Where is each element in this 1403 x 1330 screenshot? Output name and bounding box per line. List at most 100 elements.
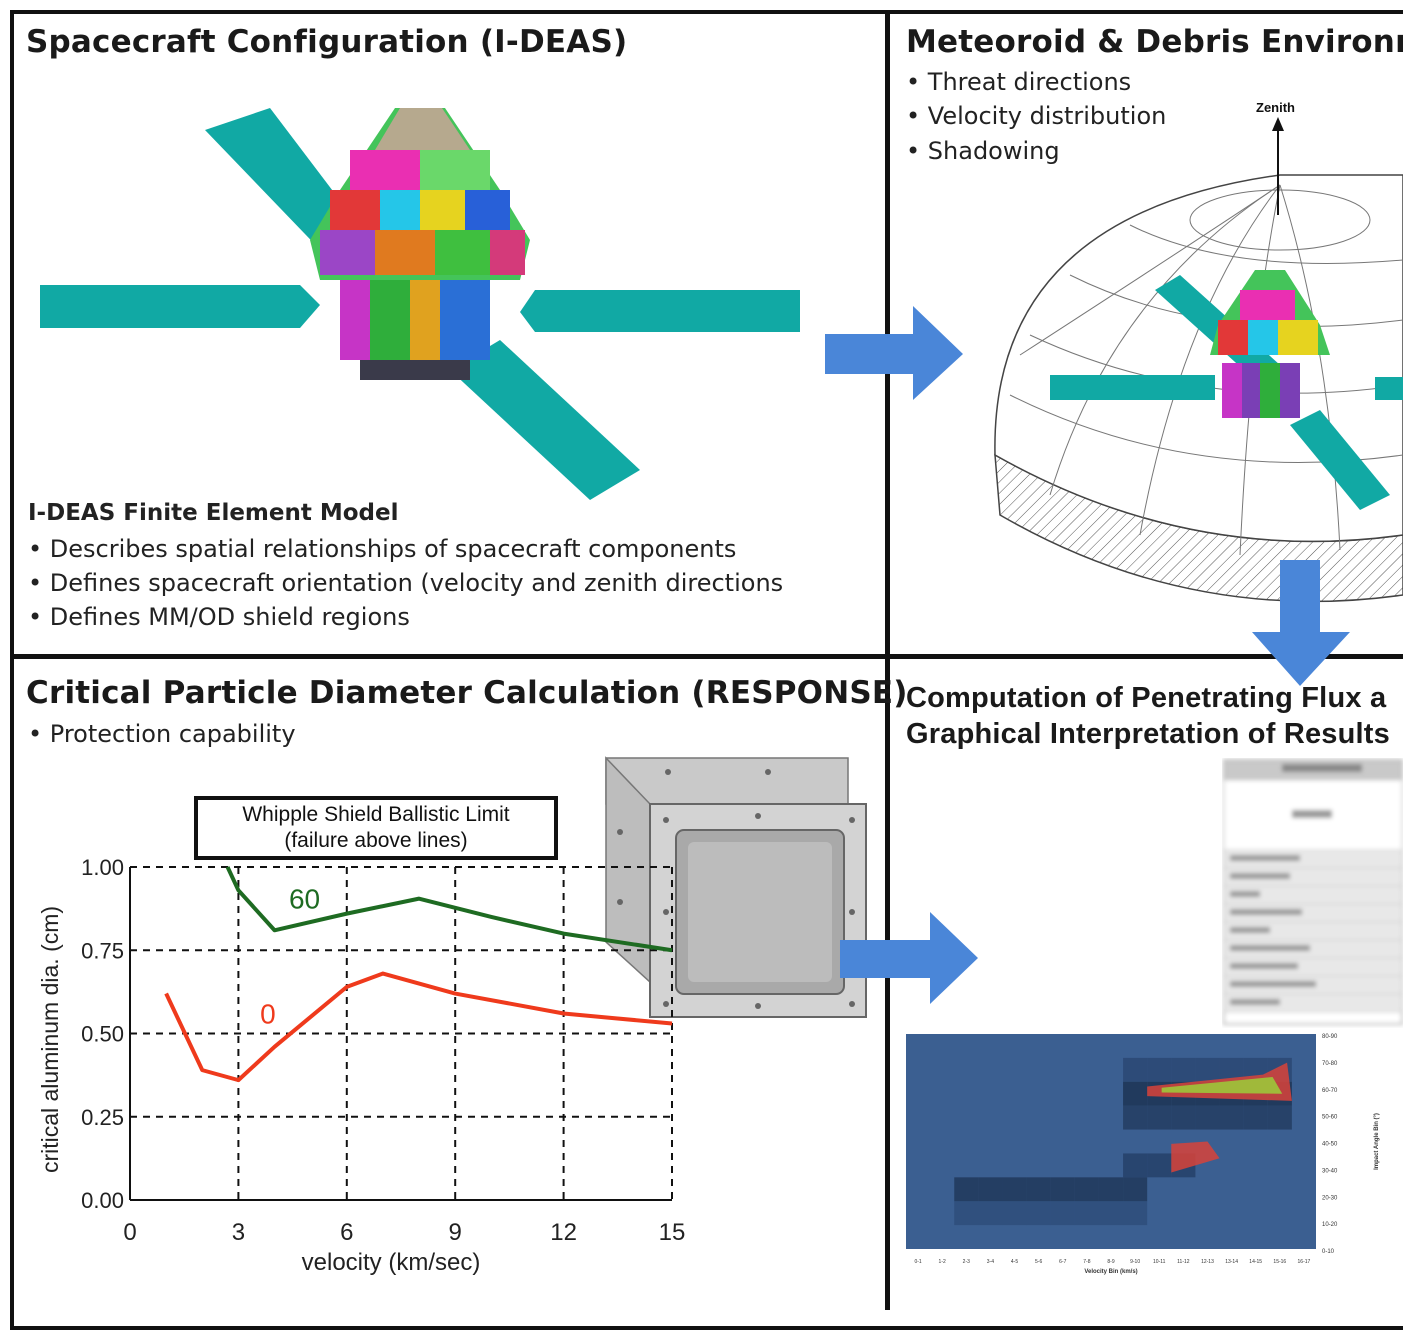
heatmap-x-label: 6-7 — [1059, 1259, 1066, 1265]
heatmap-x-label: 4-5 — [1011, 1259, 1018, 1265]
model-heading: I-DEAS Finite Element Model — [28, 500, 399, 526]
series-label-0: 0 — [260, 999, 276, 1030]
series-line-60 — [225, 866, 673, 953]
heatmap-y-title: Impact Angle Bin (°) — [1374, 1113, 1380, 1170]
heatmap-cell — [1171, 1105, 1196, 1130]
environment-bullet-3: • Shadowing — [906, 137, 1060, 165]
heatmap-y-label: 80-90 — [1322, 1034, 1338, 1040]
heatmap-x-label: 10-11 — [1153, 1259, 1166, 1265]
results-table-figure — [1223, 759, 1403, 1025]
y-axis-title: critical aluminum dia. (cm) — [37, 906, 63, 1173]
heatmap-cell — [1123, 1177, 1148, 1202]
spacecraft-model-figure — [40, 108, 800, 500]
hot-region-lower — [1171, 1141, 1220, 1173]
chart-subtitle: (failure above lines) — [284, 829, 467, 852]
environment-bullet-1: • Threat directions — [906, 68, 1132, 96]
config-panel-title: Spacecraft Configuration (I-DEAS) — [26, 24, 628, 60]
chart-title: Whipple Shield Ballistic Limit — [242, 803, 509, 826]
heatmap-x-label: 3-4 — [987, 1259, 994, 1265]
heatmap-cell — [1219, 1057, 1244, 1082]
response-bullet-1: • Protection capability — [28, 720, 296, 748]
heatmap-y-label: 70-80 — [1322, 1061, 1338, 1067]
heatmap-cell — [978, 1201, 1003, 1226]
heatmap-cell — [1074, 1201, 1099, 1226]
heatmap-cell — [1050, 1201, 1075, 1226]
heatmap-cell — [1195, 1057, 1220, 1082]
config-bullet-1: • Describes spatial relationships of spa… — [28, 535, 737, 563]
heatmap-cell — [1002, 1201, 1027, 1226]
horizontal-divider — [10, 654, 1403, 659]
flow-arrow-right-bottom — [840, 912, 978, 1004]
zenith-label: Zenith — [1256, 100, 1295, 115]
heatmap-x-label: 7-8 — [1083, 1259, 1090, 1265]
chart-title-box — [194, 796, 558, 860]
heatmap-cell — [1026, 1201, 1051, 1226]
heatmap-x-label: 0-1 — [914, 1259, 921, 1265]
ballistic-limit-chart: 0 3 6 9 12 15 0.00 0.25 0.50 0.75 1.00 velocity (km… — [37, 796, 686, 1276]
heatmap-cell — [954, 1177, 979, 1202]
response-panel-title: Critical Particle Diameter Calculation (… — [26, 675, 908, 711]
config-bullet-2: • Defines spacecraft orientation (veloci… — [28, 569, 784, 597]
heatmap-x-label: 11-12 — [1177, 1259, 1190, 1265]
y-tick-label: 0.00 — [81, 1188, 124, 1213]
heatmap-x-label: 1-2 — [939, 1259, 946, 1265]
config-bullet-3: • Defines MM/OD shield regions — [28, 603, 410, 631]
heatmap-cell — [1098, 1201, 1124, 1226]
x-axis-title: velocity (km/sec) — [302, 1249, 481, 1276]
flow-arrow-down — [1252, 560, 1350, 686]
heatmap-cell — [1147, 1105, 1172, 1130]
computation-title-line-1: Computation of Penetrating Flux a — [906, 682, 1387, 714]
heatmap-x-label: 8-9 — [1107, 1259, 1114, 1265]
heatmap-x-label: 14-15 — [1249, 1259, 1262, 1265]
heatmap-x-label: 9-10 — [1130, 1259, 1140, 1265]
heatmap-y-label: 40-50 — [1322, 1142, 1338, 1148]
heatmap-cell — [1171, 1057, 1196, 1082]
y-tick-label: 0.50 — [81, 1022, 124, 1047]
hot-region-upper-core — [1161, 1077, 1283, 1094]
x-tick-label: 3 — [232, 1219, 245, 1246]
heatmap-cell — [1243, 1105, 1268, 1130]
heatmap-cell — [1123, 1153, 1148, 1178]
heatmap-x-label: 13-14 — [1225, 1259, 1238, 1265]
heatmap-cell — [1026, 1177, 1051, 1202]
heatmap-x-title: Velocity Bin (km/s) — [1084, 1269, 1137, 1275]
heatmap-cell — [1147, 1153, 1172, 1178]
heatmap-cell — [1267, 1105, 1292, 1130]
heatmap-cell — [1002, 1177, 1027, 1202]
heatmap-y-label: 10-20 — [1322, 1222, 1338, 1228]
y-tick-label: 0.75 — [81, 938, 124, 963]
heatmap-cell — [1195, 1105, 1220, 1130]
heatmap-cell — [1219, 1105, 1244, 1130]
heatmap-cell — [1123, 1081, 1148, 1106]
x-tick-label: 15 — [659, 1219, 686, 1246]
x-tick-label: 9 — [449, 1219, 462, 1246]
environment-panel-title: Meteoroid & Debris Environme — [906, 24, 1403, 60]
x-tick-label: 0 — [123, 1219, 136, 1246]
heatmap-cell — [1123, 1057, 1148, 1082]
heatmap-y-label: 0-10 — [1322, 1249, 1335, 1255]
heatmap-cell — [954, 1201, 979, 1226]
heatmap-cell — [978, 1177, 1003, 1202]
heatmap-cell — [1123, 1201, 1148, 1226]
series-label-60: 60 — [289, 884, 320, 915]
heatmap-cell — [1147, 1057, 1172, 1082]
flow-arrow-right-top — [825, 306, 963, 400]
heatmap-cell — [1050, 1177, 1075, 1202]
heatmap-y-label: 20-30 — [1322, 1195, 1338, 1201]
flux-heatmap: 80-90 70-80 60-70 50-60 40-50 30-40 20-30 10-20… — [906, 1034, 1380, 1275]
heatmap-cell — [1098, 1177, 1124, 1202]
heatmap-x-label: 2-3 — [963, 1259, 970, 1265]
heatmap-x-label: 15-16 — [1273, 1259, 1286, 1265]
heatmap-x-label: 16-17 — [1298, 1259, 1311, 1265]
vertical-divider — [885, 10, 890, 1310]
heatmap-y-label: 60-70 — [1322, 1088, 1338, 1094]
computation-title-line-2: Graphical Interpretation of Results — [906, 718, 1390, 750]
environment-bullet-2: • Velocity distribution — [906, 102, 1167, 130]
heatmap-x-label: 5-6 — [1035, 1259, 1042, 1265]
y-tick-label: 0.25 — [81, 1105, 124, 1130]
x-tick-label: 12 — [550, 1219, 577, 1246]
series-line-0 — [164, 971, 673, 1083]
heatmap-x-label: 12-13 — [1201, 1259, 1214, 1265]
x-tick-label: 6 — [340, 1219, 353, 1246]
threat-dome-figure — [994, 117, 1403, 603]
